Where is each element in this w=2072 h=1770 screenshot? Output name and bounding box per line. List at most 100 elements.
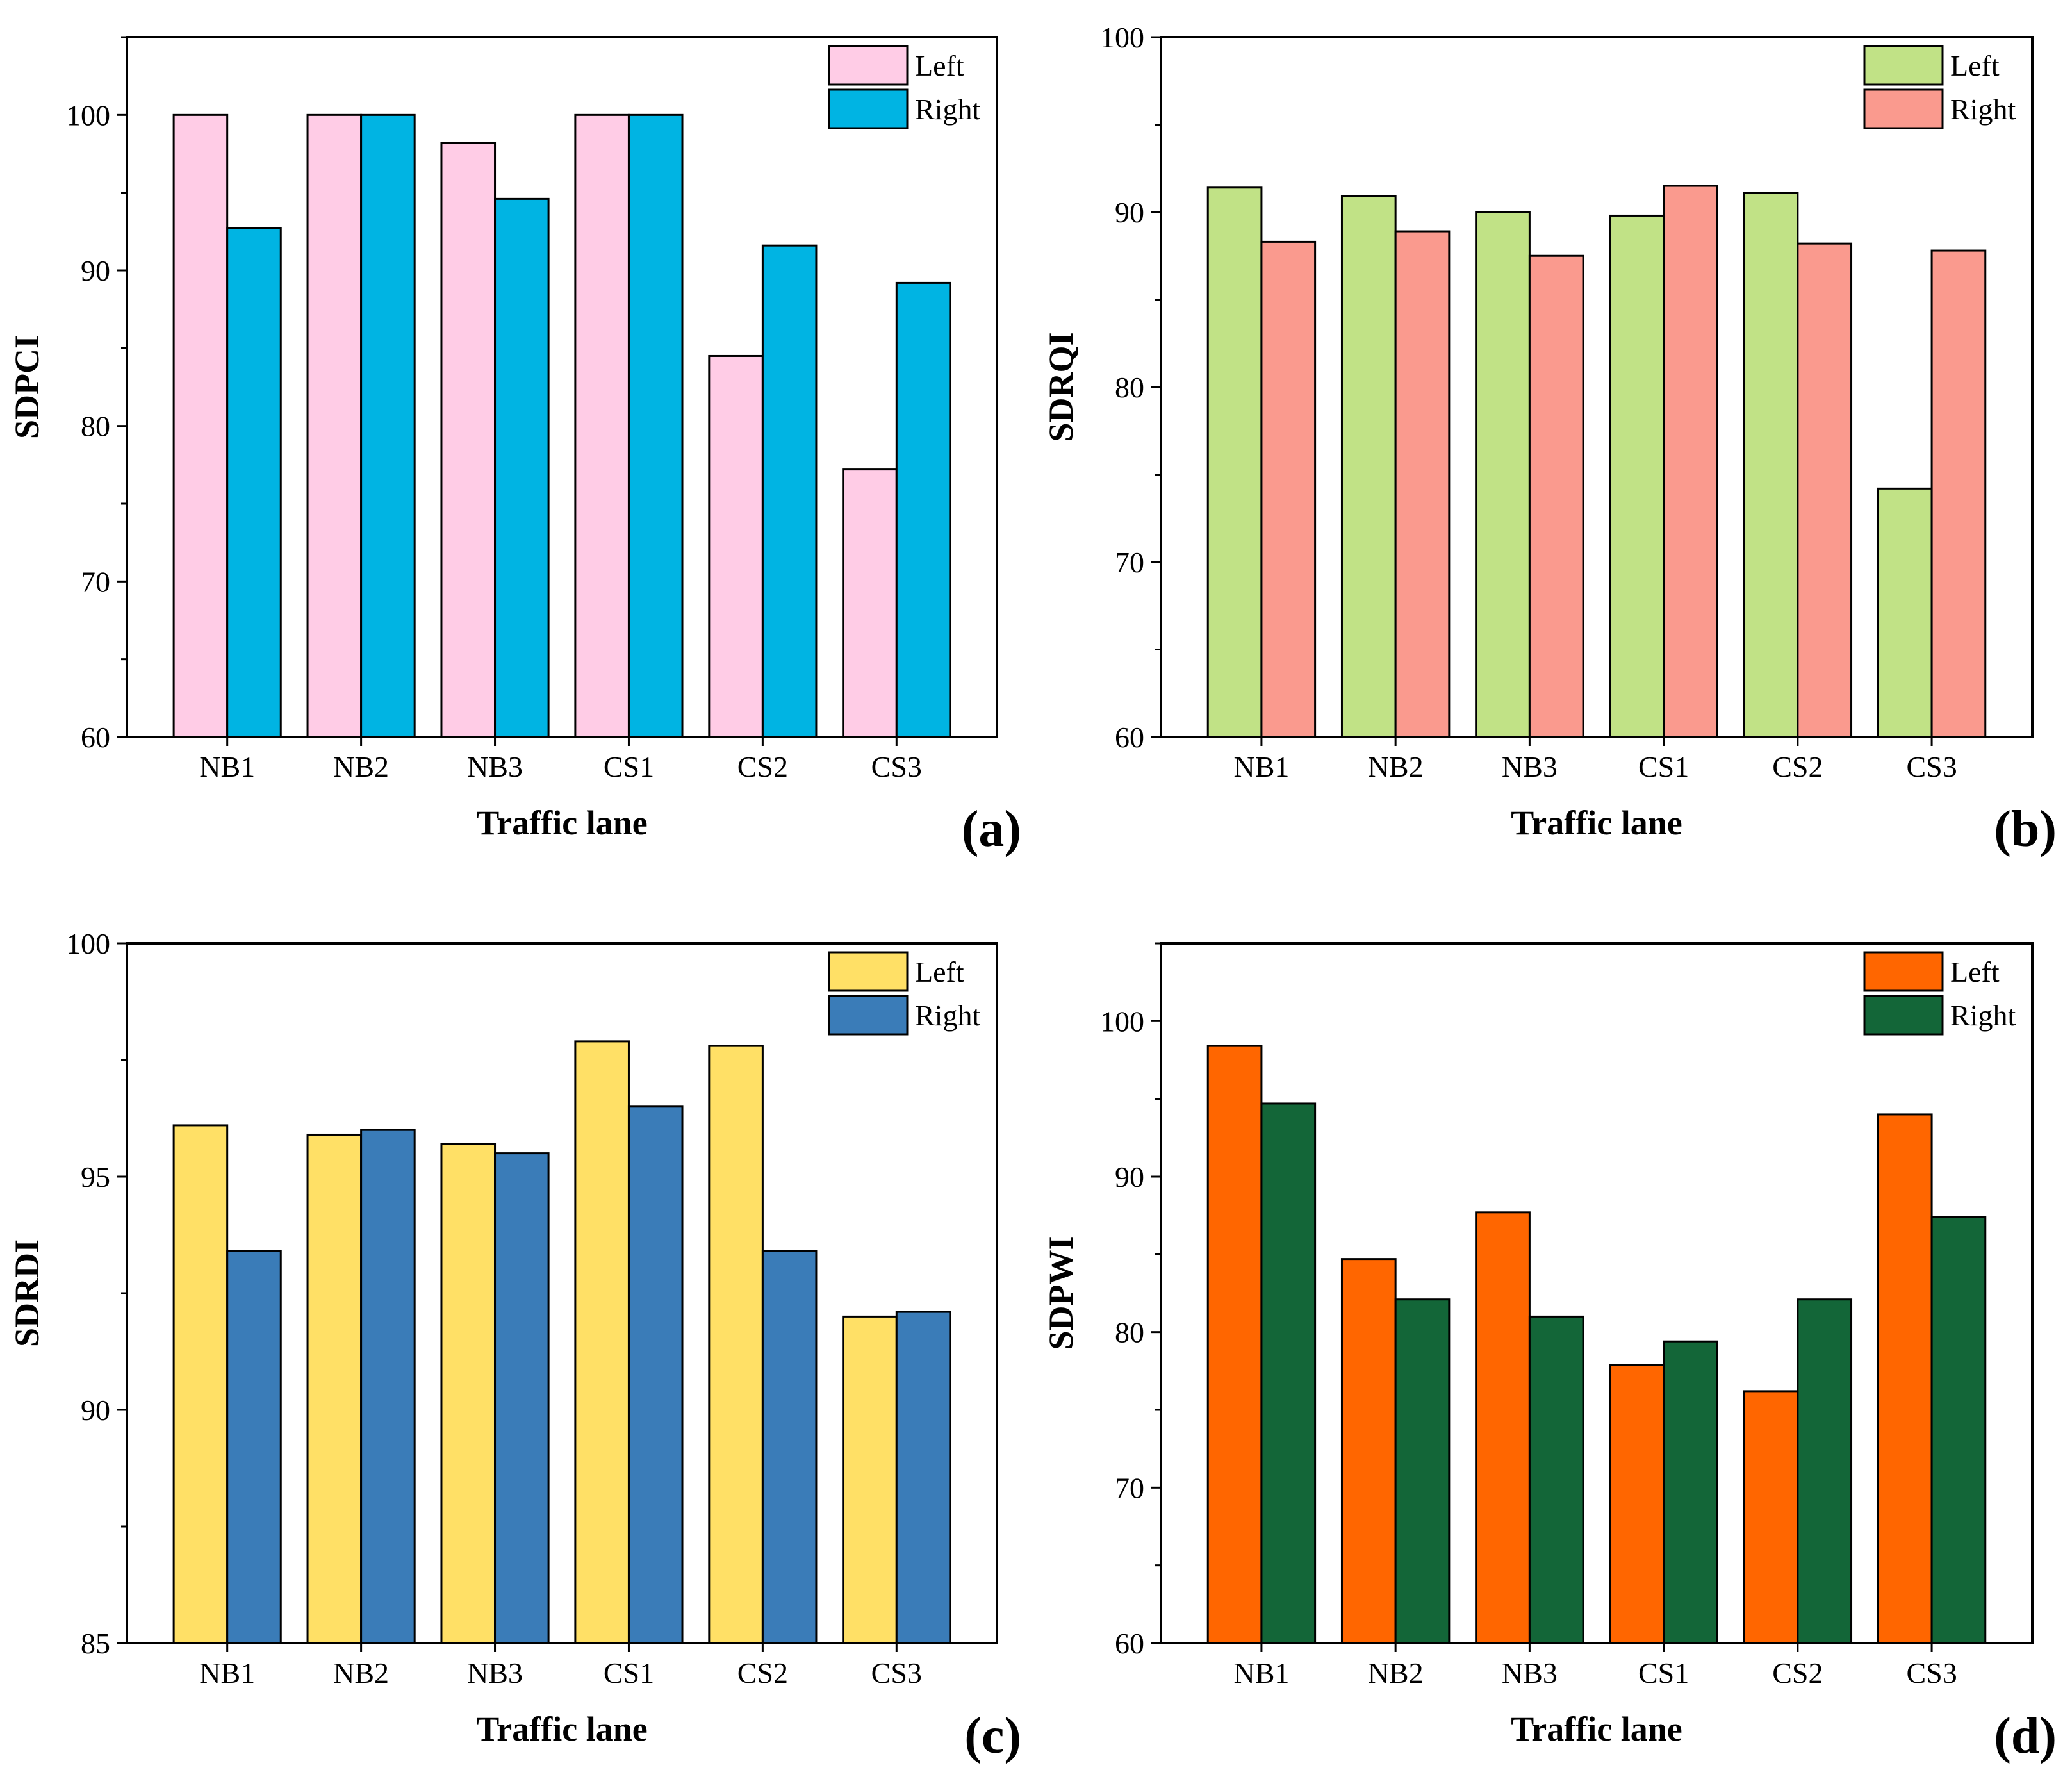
bar-left-nb3 [1475,1211,1531,1644]
x-axis-title: Traffic lane [476,804,647,842]
x-tick-label-nb2: NB2 [333,750,389,783]
bar-left-nb1 [1206,186,1263,738]
bar-left-nb2 [306,1133,363,1644]
bar-right-nb2 [360,1129,416,1644]
bar-right-nb2 [1394,230,1451,738]
y-tick-label-100: 100 [1100,21,1144,54]
x-tick-label-nb1: NB1 [1233,750,1289,783]
x-tick-label-cs1: CS1 [604,1657,654,1689]
legend-label-right: Right [915,93,980,126]
x-tick-label-cs3: CS3 [871,750,922,783]
y-tick-label-100: 100 [66,927,110,960]
bar-right-cs1 [1663,185,1718,738]
x-tick-label-cs1: CS1 [1638,1657,1689,1689]
bar-left-cs1 [1609,1364,1665,1644]
y-tick-label-100: 100 [1100,1005,1144,1038]
plot-frame [1160,36,2034,738]
panel-d: NB1 NB2 NB3 CS1 CS2 CS3 60 70 80 90 100 Traffic lan… [1042,942,2057,1764]
y-tick-label-90: 90 [81,1394,110,1427]
y-tick-label-95: 95 [81,1161,110,1193]
bar-right-cs3 [1930,249,1987,738]
legend-swatch-left [1863,951,1944,992]
bar-right-cs2 [1797,1298,1853,1644]
bar-left-cs2 [708,1045,764,1644]
y-tick-label-80: 80 [81,410,110,443]
y-tick-label-80: 80 [1115,371,1144,404]
bar-right-nb3 [1528,1315,1584,1644]
x-tick-label-cs3: CS3 [871,1657,922,1689]
bar-left-nb2 [1340,195,1397,738]
x-tick-label-nb3: NB3 [467,1657,523,1689]
legend-swatch-right [1863,995,1944,1036]
legend-label-left: Left [915,955,964,988]
bar-left-cs2 [1743,192,1799,738]
x-tick-label-cs2: CS2 [1772,750,1823,783]
x-tick-label-nb2: NB2 [333,1657,389,1689]
bar-right-nb1 [226,227,282,738]
y-tick-label-60: 60 [1115,1627,1144,1660]
x-tick-label-cs3: CS3 [1906,1657,1957,1689]
bar-right-nb1 [1260,1102,1317,1644]
bar-right-cs3 [895,281,951,738]
y-tick-label-90: 90 [1115,196,1144,229]
x-tick-label-cs3: CS3 [1906,750,1957,783]
bar-left-cs1 [574,113,630,738]
x-tick-label-cs1: CS1 [1638,750,1689,783]
panel-a: NB1 NB2 NB3 CS1 CS2 CS3 60 70 80 90 100 Traffic lan… [8,36,1021,857]
panel-label: (c) [964,1708,1021,1764]
bar-right-cs1 [627,1105,684,1644]
y-tick-label-90: 90 [81,254,110,287]
panel-label: (d) [1994,1708,2057,1764]
bar-left-nb1 [172,113,229,738]
y-axis-title: SDPCI [8,335,46,439]
bar-left-nb3 [1475,211,1531,738]
bar-left-nb2 [1340,1258,1397,1644]
legend-label-right: Right [1950,93,2016,126]
y-axis-title: SDRDI [8,1239,46,1347]
x-tick-label-nb2: NB2 [1368,1657,1424,1689]
bar-left-nb3 [440,142,497,738]
bar-left-nb1 [1206,1045,1263,1644]
legend-label-left: Left [1950,49,2000,82]
x-tick-label-nb1: NB1 [1233,1657,1289,1689]
legend-label-right: Right [915,999,980,1032]
bar-right-cs3 [1930,1216,1987,1644]
y-tick-label-80: 80 [1115,1316,1144,1349]
legend-swatch-right [1863,88,1944,129]
bar-right-nb3 [494,1152,550,1644]
x-tick-label-nb3: NB3 [1502,750,1558,783]
bar-left-cs3 [1877,1113,1933,1644]
panel-label: (b) [1994,801,2057,857]
x-axis-title: Traffic lane [1511,804,1682,842]
bar-right-nb3 [494,197,550,738]
legend-swatch-left [1863,45,1944,86]
plot-frame [126,36,998,738]
x-tick-label-nb3: NB3 [467,750,523,783]
bar-right-nb3 [1528,254,1584,738]
bar-left-cs3 [842,468,898,738]
bar-right-nb2 [360,113,416,738]
bar-right-nb1 [1260,240,1317,738]
bar-left-cs3 [1877,487,1933,738]
bar-right-nb2 [1394,1298,1451,1644]
x-tick-label-nb3: NB3 [1502,1657,1558,1689]
bar-left-cs3 [842,1315,898,1644]
bar-right-cs2 [761,1250,818,1644]
bar-left-nb1 [172,1124,229,1644]
legend-swatch-left [828,45,909,86]
legend-swatch-right [828,995,909,1036]
legend-label-left: Left [1950,955,2000,988]
y-tick-label-60: 60 [81,721,110,754]
bar-right-cs3 [895,1311,951,1644]
x-tick-label-nb2: NB2 [1368,750,1424,783]
bar-left-cs2 [1743,1390,1799,1644]
y-tick-label-100: 100 [66,99,110,131]
y-axis-title: SDRQI [1042,332,1080,442]
x-tick-label-cs2: CS2 [737,1657,788,1689]
legend-label-left: Left [915,49,964,82]
panel-label: (a) [962,801,1021,857]
plot-frame [126,942,998,1644]
bar-left-cs1 [574,1040,630,1644]
y-tick-label-70: 70 [1115,546,1144,579]
